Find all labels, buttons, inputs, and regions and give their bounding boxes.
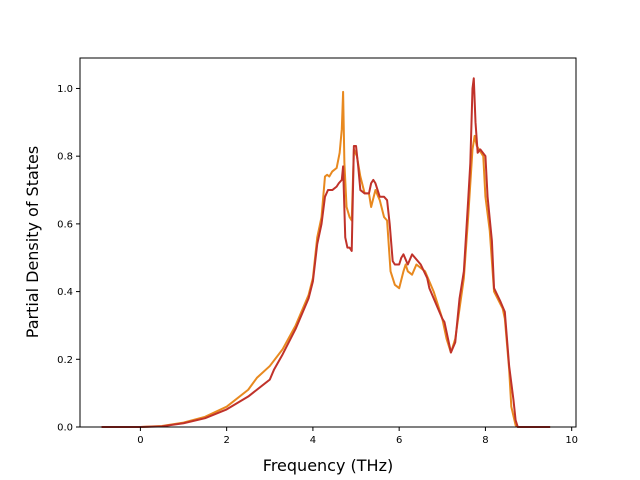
- x-axis-label: Frequency (THz): [263, 456, 393, 475]
- plot-frame: [79, 57, 577, 428]
- series-layer: [101, 77, 551, 428]
- x-tick-label: 0: [137, 435, 143, 446]
- x-tick-label: 2: [223, 435, 229, 446]
- y-tick-label: 0.0: [57, 423, 73, 434]
- y-tick-label: 0.4: [57, 287, 73, 298]
- y-tick-label: 0.6: [57, 219, 73, 230]
- x-tick-label: 4: [310, 435, 316, 446]
- x-tick-label: 6: [396, 435, 402, 446]
- y-tick-label: 0.8: [57, 152, 73, 163]
- y-tick-label: 0.2: [57, 355, 73, 366]
- y-axis-label: Partial Density of States: [23, 146, 42, 338]
- y-axis-ticks: 0.0 0.2 0.4 0.6 0.8 1.0: [57, 84, 80, 434]
- x-tick-label: 8: [482, 435, 488, 446]
- series-line-2: [101, 77, 551, 428]
- y-tick-label: 1.0: [57, 84, 73, 95]
- x-axis-ticks: 0 2 4 6 8 10: [137, 427, 578, 446]
- x-tick-label: 10: [565, 435, 578, 446]
- plot-background: [80, 58, 576, 427]
